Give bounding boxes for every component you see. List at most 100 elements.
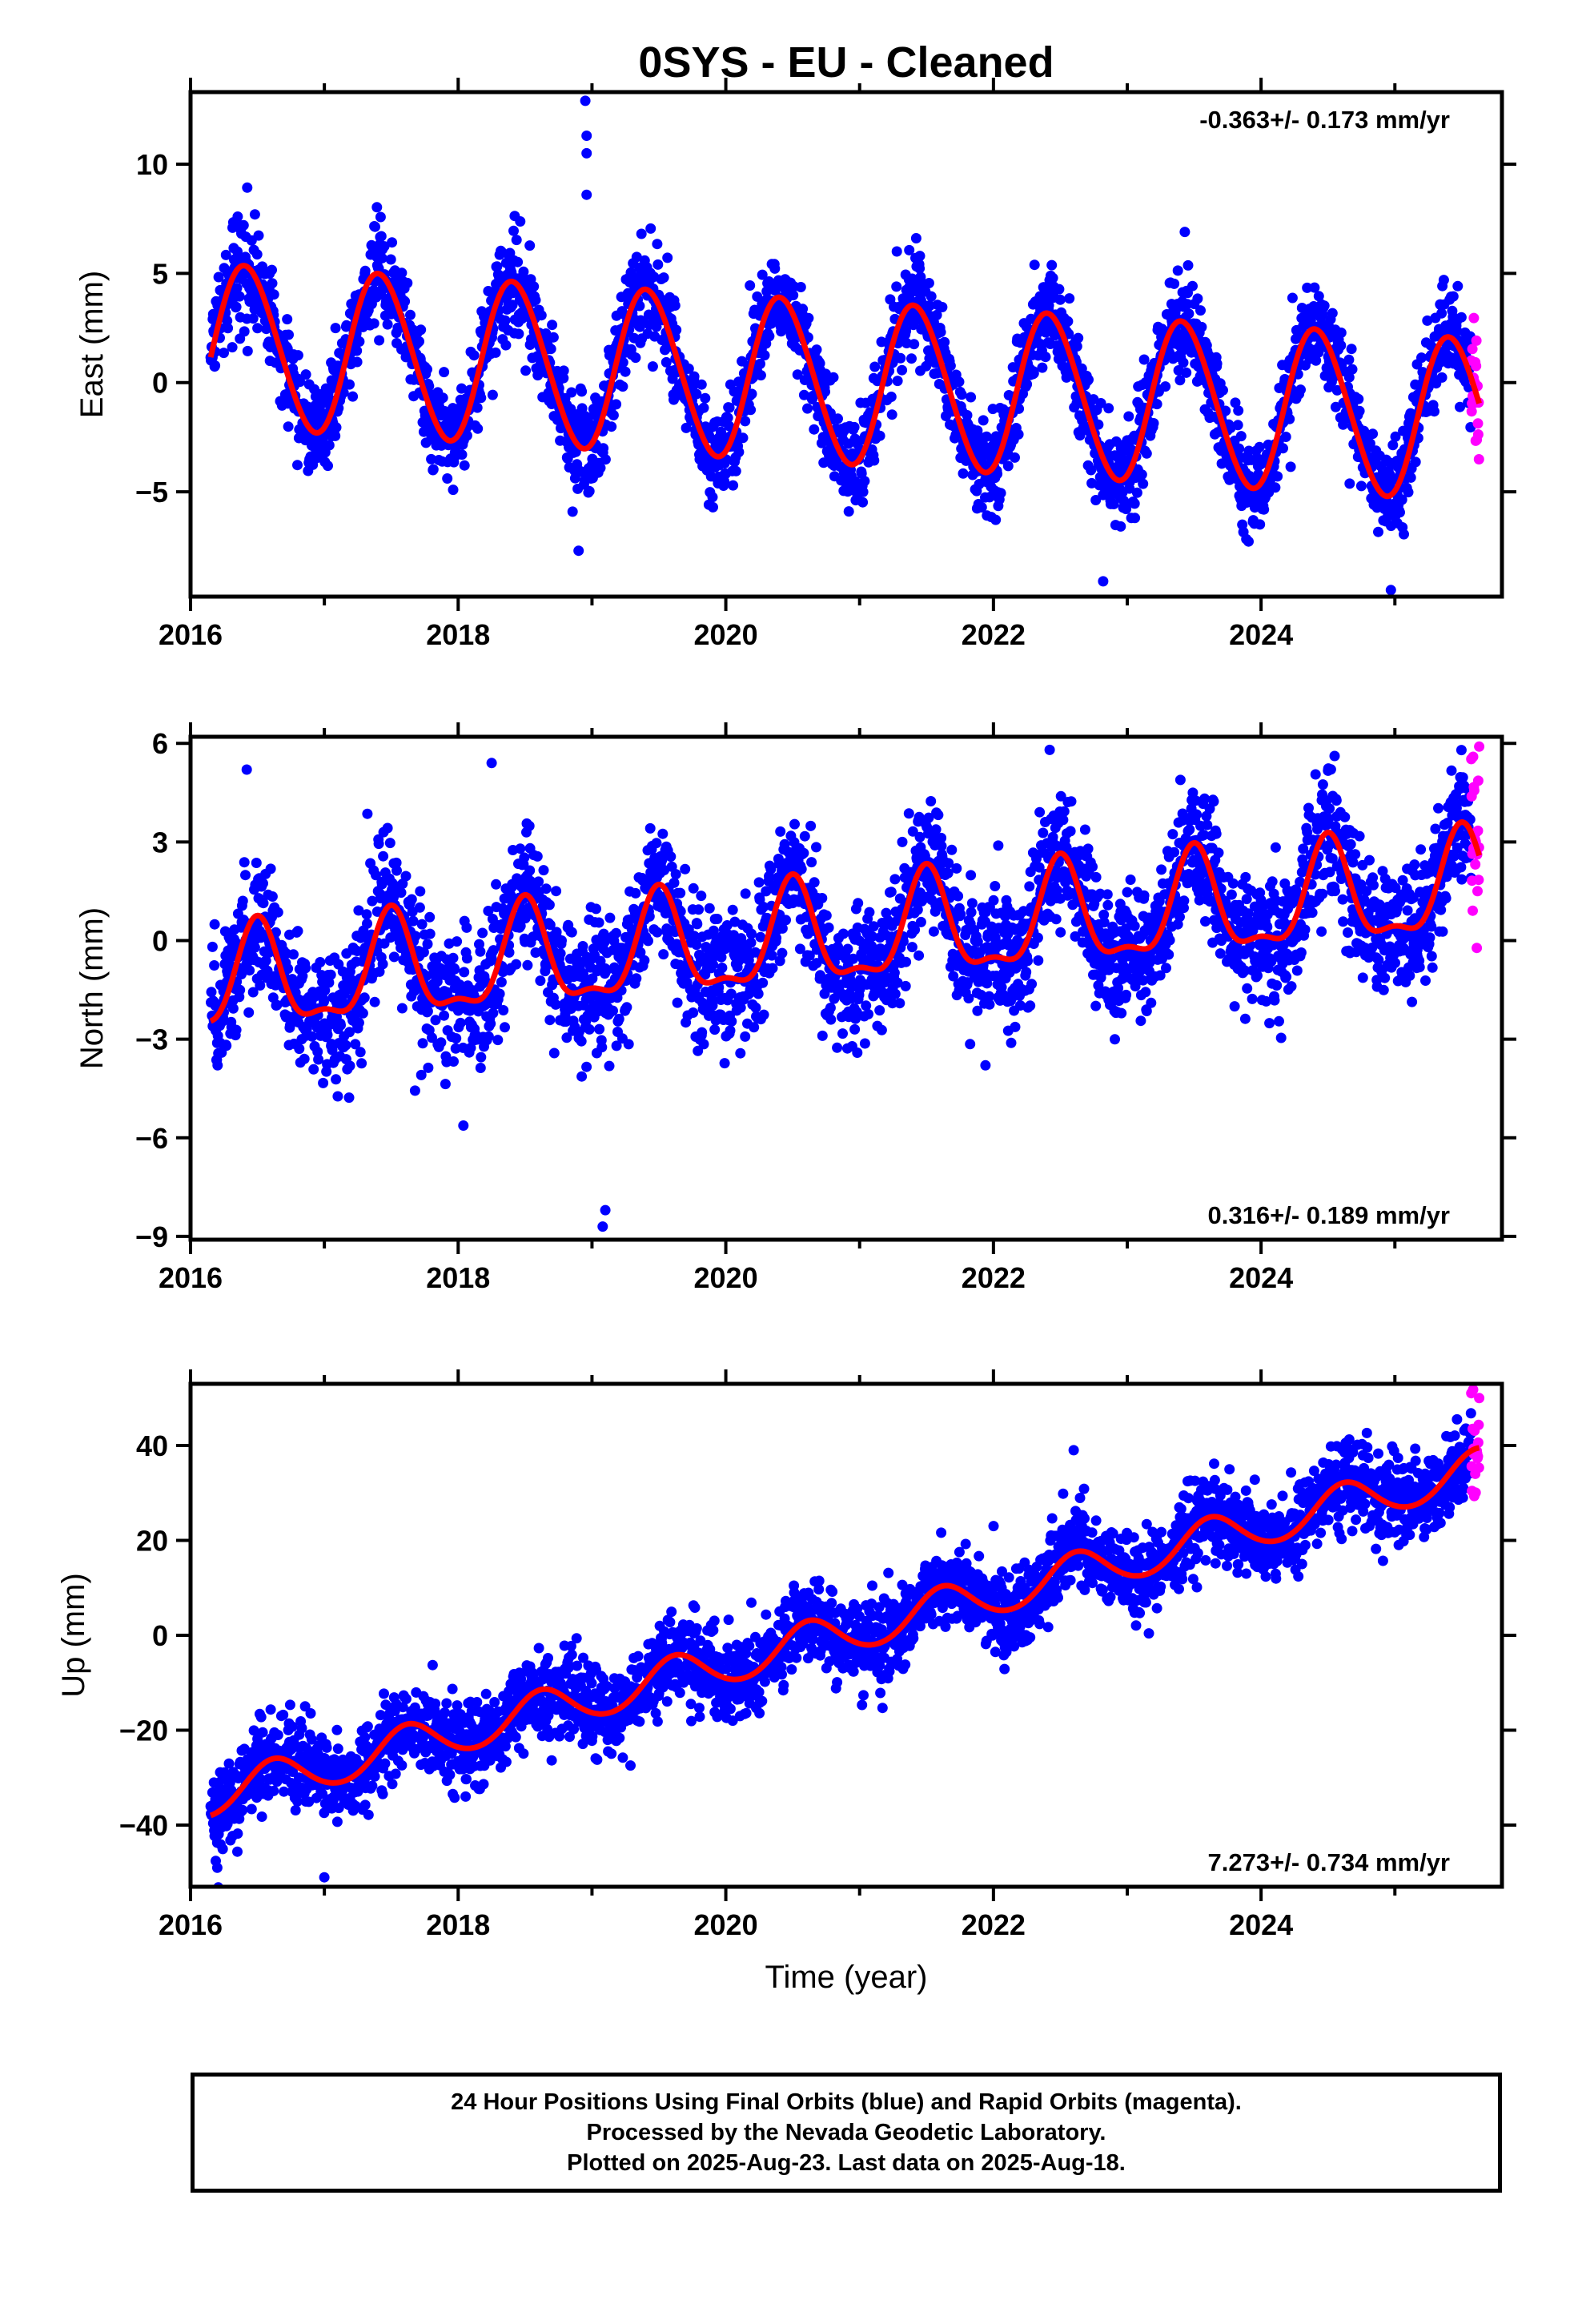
final-point — [909, 339, 920, 350]
final-point — [475, 946, 486, 957]
final-point — [422, 364, 432, 375]
final-point — [604, 912, 616, 923]
final-point — [1174, 375, 1186, 386]
final-point — [693, 1045, 704, 1056]
final-point — [213, 271, 224, 283]
final-point — [498, 1005, 509, 1015]
final-point — [544, 919, 556, 931]
final-point — [1243, 445, 1255, 456]
final-point — [769, 263, 781, 274]
final-point — [472, 402, 483, 413]
final-point — [544, 1015, 556, 1026]
final-point — [764, 331, 775, 342]
final-point — [223, 323, 234, 334]
final-point — [354, 336, 365, 347]
final-point — [1259, 504, 1270, 515]
final-point — [811, 958, 822, 969]
final-point — [803, 312, 814, 324]
final-point — [295, 376, 306, 388]
final-point — [750, 1002, 761, 1013]
final-point — [992, 468, 1003, 480]
final-point — [426, 453, 437, 464]
final-point — [1138, 354, 1150, 365]
final-point — [669, 300, 681, 311]
final-point — [692, 919, 703, 930]
final-point — [639, 955, 650, 966]
final-point — [591, 903, 601, 915]
final-point — [378, 850, 389, 862]
final-point — [849, 1023, 861, 1035]
final-point — [737, 432, 749, 444]
final-point — [417, 1038, 428, 1049]
final-point — [242, 182, 253, 193]
final-point — [545, 344, 556, 355]
final-point — [416, 919, 428, 930]
final-point — [1022, 379, 1033, 390]
final-point — [869, 361, 881, 372]
final-point — [630, 887, 641, 899]
final-point — [455, 1017, 466, 1028]
final-point — [1037, 362, 1048, 373]
final-point — [283, 421, 294, 432]
final-point — [1452, 325, 1463, 336]
final-point — [461, 430, 472, 441]
final-point — [520, 365, 532, 376]
final-point — [669, 877, 680, 888]
final-point — [448, 485, 459, 496]
final-point — [1302, 282, 1313, 293]
final-point — [440, 1079, 451, 1090]
final-point — [1387, 440, 1399, 451]
final-point — [325, 969, 336, 980]
final-point — [459, 460, 470, 471]
final-point — [904, 244, 915, 255]
final-point — [538, 865, 549, 876]
final-point — [367, 895, 378, 907]
final-point — [735, 1047, 746, 1059]
final-point — [707, 492, 718, 503]
final-point — [1090, 495, 1102, 505]
final-point — [243, 1007, 255, 1018]
final-point — [725, 1025, 736, 1036]
final-point — [1436, 308, 1447, 319]
final-point — [548, 1047, 560, 1059]
final-point — [631, 251, 642, 263]
final-point — [611, 1040, 622, 1051]
final-point — [232, 211, 243, 222]
final-point — [414, 336, 424, 347]
final-point — [247, 987, 259, 998]
final-point — [251, 249, 263, 260]
final-point — [1183, 308, 1195, 320]
final-point — [297, 971, 308, 982]
final-point — [315, 957, 326, 967]
final-point — [820, 386, 830, 397]
final-point — [861, 1000, 872, 1011]
final-point — [921, 360, 932, 372]
rapid-point — [1472, 429, 1484, 440]
final-point — [405, 309, 416, 320]
final-point — [972, 425, 983, 436]
final-point — [424, 928, 436, 939]
final-point — [1115, 521, 1126, 532]
final-point — [799, 830, 810, 842]
final-point — [231, 301, 242, 312]
final-point — [635, 947, 646, 958]
final-point — [1028, 368, 1039, 379]
final-point — [1455, 401, 1465, 412]
final-point — [697, 1027, 708, 1038]
final-point — [400, 870, 412, 882]
final-point — [897, 836, 908, 847]
final-point — [608, 1005, 618, 1016]
final-point — [730, 465, 741, 476]
final-point — [837, 928, 849, 939]
final-point — [887, 998, 898, 1009]
final-point — [382, 319, 393, 330]
figure-title: 0SYS - EU - Cleaned — [638, 38, 1054, 86]
final-point — [874, 1005, 885, 1016]
final-point — [341, 320, 352, 331]
final-point — [1136, 469, 1147, 480]
final-point — [461, 953, 472, 964]
final-point — [1211, 358, 1223, 369]
final-point — [722, 412, 733, 424]
final-point — [643, 935, 653, 947]
final-point — [937, 302, 948, 312]
